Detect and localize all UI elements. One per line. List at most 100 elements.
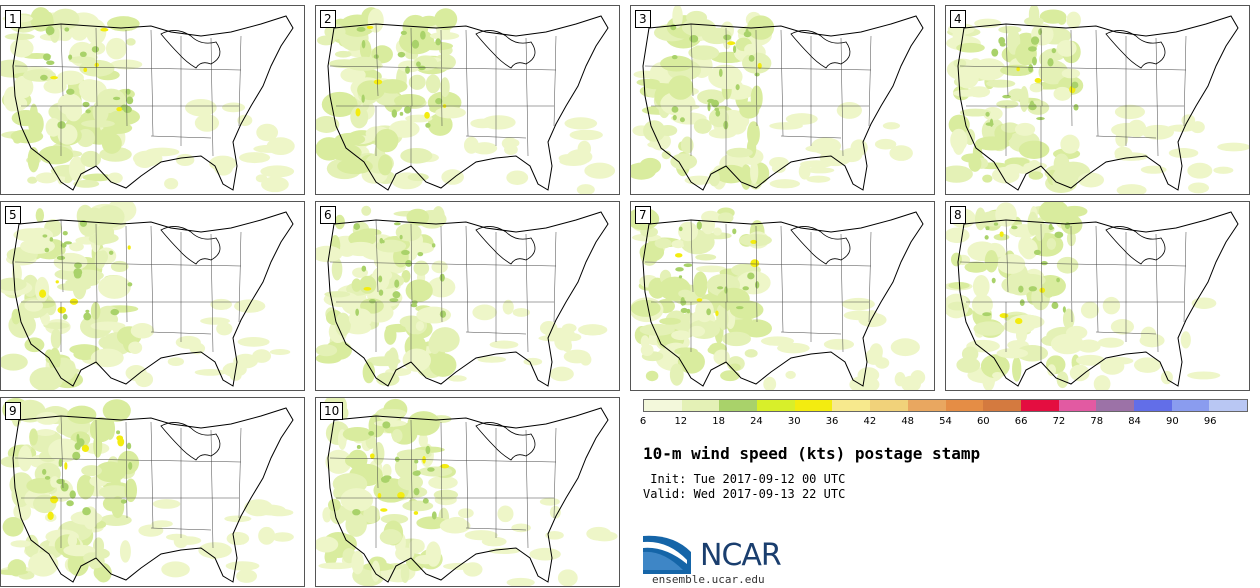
wind-shading [1140,165,1167,174]
colorbar-swatch [870,400,908,411]
state-border [14,65,127,69]
wind-shading [152,499,181,509]
state-border [756,263,872,267]
panel-number: 7 [635,206,651,224]
wind-shading [750,259,760,268]
wind-shading [428,475,458,490]
map-canvas [946,6,1249,194]
wind-shading [66,500,74,507]
wind-shading [408,74,426,90]
wind-shading [352,508,361,516]
wind-shading [721,331,751,347]
wind-shading [511,523,531,533]
wind-shading [674,347,698,356]
wind-shading [430,327,460,353]
wind-shading [366,25,374,30]
colorbar-tick-label: 24 [750,416,763,427]
wind-shading [72,451,81,461]
wind-shading [953,58,967,68]
wind-shading [472,304,497,321]
wind-shading [715,110,721,117]
wind-shading [401,250,410,256]
wind-shading [194,368,227,376]
wind-shading [331,257,343,281]
wind-shading [1188,182,1210,194]
state-border [725,223,728,303]
wind-shading [667,75,694,100]
colorbar-swatch [983,400,1021,411]
wind-shading [98,275,131,299]
colorbar-tick-label: 36 [825,416,839,427]
great-lakes [475,30,536,69]
wind-shading [993,233,1010,241]
wind-shading [324,291,351,298]
coastline [327,407,609,583]
wind-shading [109,109,136,121]
wind-shading [98,250,109,264]
wind-shading [85,109,91,114]
wind-shading [425,445,431,455]
wind-shading [545,531,564,540]
wind-shading [798,163,811,180]
wind-shading [399,234,403,240]
wind-shading [74,262,82,269]
wind-shading [1056,40,1077,57]
state-border [840,37,844,157]
wind-shading [750,239,757,244]
great-lakes [160,226,221,265]
wind-shading [391,428,403,443]
state-border [125,421,128,519]
great-lakes [790,226,851,265]
map-canvas [1,398,294,583]
wind-shading [224,515,252,523]
colorbar-tick-label: 48 [901,416,915,427]
wind-shading [956,357,981,373]
wind-shading [394,279,400,288]
wind-shading [1056,371,1069,389]
wind-shading [26,477,56,494]
wind-shading [681,18,716,37]
wind-shading [910,370,926,385]
wind-shading [56,70,84,85]
state-border [840,233,844,353]
state-border [868,35,872,127]
wind-shading [414,459,419,464]
map-canvas [631,207,926,390]
state-border [441,263,557,267]
wind-shading [407,411,440,436]
wind-shading [678,289,692,298]
colorbar-swatch [1058,400,1097,411]
panel-8: 8 [945,201,1250,391]
wind-shading [696,221,702,230]
wind-shading [678,221,699,242]
wind-shading [261,176,289,193]
wind-shading [69,344,100,355]
wind-shading [1,353,28,371]
coastline [957,15,1239,191]
wind-shading [244,499,273,517]
wind-shading [1038,202,1069,224]
wind-shading [397,474,424,491]
wind-shading [693,118,712,134]
state-border [440,225,443,323]
wind-shading [1213,166,1234,174]
wind-shading [127,282,133,287]
wind-shading [439,310,447,318]
wind-shading [325,449,352,474]
wind-shading [418,466,453,477]
state-border [14,261,127,265]
wind-shading [1064,222,1071,230]
wind-shading [889,145,913,161]
wind-shading [670,153,698,170]
wind-shading [998,36,1006,45]
wind-shading [996,100,1019,109]
colorbar-tick-label: 84 [1128,416,1141,427]
wind-shading [680,307,688,313]
wind-shading [35,411,60,425]
wind-shading [384,349,399,368]
wind-shading [1066,230,1076,247]
wind-shading [82,507,91,516]
wind-shading [47,511,54,520]
wind-shading [675,267,684,272]
wind-shading [502,299,514,315]
